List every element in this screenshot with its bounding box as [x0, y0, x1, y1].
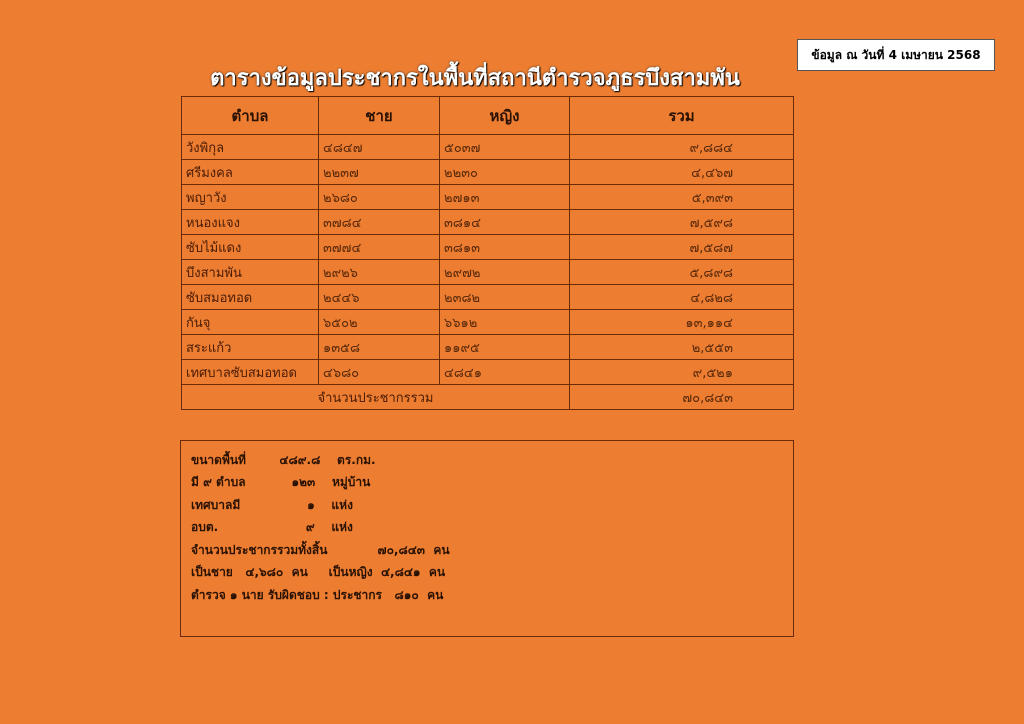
cell-total: ๗,๕๘๗: [569, 234, 794, 260]
table-row: วังพิกุล ๔๘๔๗ ๕๐๓๗ ๙,๘๘๔: [181, 134, 794, 160]
table-row: เทศบาลซับสมอทอด ๔๖๘๐ ๔๘๔๑ ๙,๕๒๑: [181, 359, 794, 385]
cell-male: ๒๒๓๗: [318, 159, 440, 185]
table-header-row: ตำบล ชาย หญิง รวม: [181, 96, 794, 135]
cell-male: ๓๗๗๔: [318, 234, 440, 260]
cell-male: ๒๙๒๖: [318, 259, 440, 285]
summary-line: จำนวนประชากรรวมทั้งสิ้น ๗๐,๘๔๓ คน: [191, 542, 450, 557]
table-row: ซับไม้แดง ๓๗๗๔ ๓๘๑๓ ๗,๕๘๗: [181, 234, 794, 260]
table-total-row: จำนวนประชากรรวม ๗๐,๘๔๓: [181, 384, 794, 410]
cell-subdistrict: พญาวัง: [181, 184, 319, 210]
cell-total: ๔,๘๒๘: [569, 284, 794, 310]
table-row: พญาวัง ๒๖๘๐ ๒๗๑๓ ๕,๓๙๓: [181, 184, 794, 210]
cell-female: ๓๘๑๔: [439, 209, 570, 235]
header-subdistrict: ตำบล: [181, 96, 319, 135]
cell-female: ๓๘๑๓: [439, 234, 570, 260]
cell-male: ๔๘๔๗: [318, 134, 440, 160]
total-label: จำนวนประชากรรวม: [181, 384, 570, 410]
cell-male: ๓๗๘๔: [318, 209, 440, 235]
cell-total: ๙,๘๘๔: [569, 134, 794, 160]
cell-male: ๔๖๘๐: [318, 359, 440, 385]
cell-male: ๖๕๐๒: [318, 309, 440, 335]
cell-female: ๒๗๑๓: [439, 184, 570, 210]
date-note: ข้อมูล ณ วันที่ 4 เมษายน 2568: [797, 39, 995, 71]
total-value: ๗๐,๘๔๓: [569, 384, 794, 410]
cell-subdistrict: เทศบาลซับสมอทอด: [181, 359, 319, 385]
cell-total: ๙,๕๒๑: [569, 359, 794, 385]
table-row: บึงสามพัน ๒๙๒๖ ๒๙๗๒ ๕,๘๙๘: [181, 259, 794, 285]
cell-subdistrict: วังพิกุล: [181, 134, 319, 160]
header-male: ชาย: [318, 96, 440, 135]
cell-subdistrict: ศรีมงคล: [181, 159, 319, 185]
summary-line: อบต. ๙ แห่ง: [191, 520, 353, 535]
cell-total: ๕,๘๙๘: [569, 259, 794, 285]
cell-total: ๕,๓๙๓: [569, 184, 794, 210]
cell-female: ๒๒๓๐: [439, 159, 570, 185]
table-row: กันจุ ๖๕๐๒ ๖๖๑๒ ๑๓,๑๑๔: [181, 309, 794, 335]
table-row: หนองแจง ๓๗๘๔ ๓๘๑๔ ๗,๕๙๘: [181, 209, 794, 235]
table-row: ซับสมอทอด ๒๔๔๖ ๒๓๘๒ ๔,๘๒๘: [181, 284, 794, 310]
cell-total: ๑๓,๑๑๔: [569, 309, 794, 335]
header-total: รวม: [569, 96, 794, 135]
cell-subdistrict: บึงสามพัน: [181, 259, 319, 285]
cell-male: ๒๔๔๖: [318, 284, 440, 310]
summary-line: มี ๙ ตำบล ๑๒๓ หมู่บ้าน: [191, 475, 371, 490]
cell-female: ๔๘๔๑: [439, 359, 570, 385]
cell-female: ๒๙๗๒: [439, 259, 570, 285]
cell-subdistrict: กันจุ: [181, 309, 319, 335]
cell-subdistrict: ซับสมอทอด: [181, 284, 319, 310]
header-female: หญิง: [439, 96, 570, 135]
cell-female: ๑๑๙๕: [439, 334, 570, 360]
cell-subdistrict: สระแก้ว: [181, 334, 319, 360]
cell-total: ๒,๕๕๓: [569, 334, 794, 360]
summary-line: ตำรวจ ๑ นาย รับผิดชอบ : ประชากร ๘๑๐ คน: [191, 587, 444, 602]
cell-total: ๔,๔๖๗: [569, 159, 794, 185]
cell-male: ๒๖๘๐: [318, 184, 440, 210]
cell-subdistrict: ซับไม้แดง: [181, 234, 319, 260]
cell-female: ๒๓๘๒: [439, 284, 570, 310]
summary-line: ขนาดพื้นที่ ๔๘๙.๘ ตร.กม.: [191, 452, 376, 467]
summary-line: เป็นชาย ๔,๖๘๐ คน เป็นหญิง ๔,๘๔๑ คน: [191, 565, 446, 580]
cell-subdistrict: หนองแจง: [181, 209, 319, 235]
cell-female: ๕๐๓๗: [439, 134, 570, 160]
table-row: ศรีมงคล ๒๒๓๗ ๒๒๓๐ ๔,๔๖๗: [181, 159, 794, 185]
page-title: ตารางข้อมูลประชากรในพื้นที่สถานีตำรวจภูธ…: [210, 66, 740, 91]
summary-box: ขนาดพื้นที่ ๔๘๙.๘ ตร.กม. มี ๙ ตำบล ๑๒๓ หม…: [180, 440, 794, 637]
population-table: ตำบล ชาย หญิง รวม วังพิกุล ๔๘๔๗ ๕๐๓๗ ๙,๘๘๔ศ…: [181, 96, 794, 410]
cell-total: ๗,๕๙๘: [569, 209, 794, 235]
table-row: สระแก้ว ๑๓๕๘ ๑๑๙๕ ๒,๕๕๓: [181, 334, 794, 360]
cell-male: ๑๓๕๘: [318, 334, 440, 360]
summary-line: เทศบาลมี ๑ แห่ง: [191, 497, 353, 512]
cell-female: ๖๖๑๒: [439, 309, 570, 335]
